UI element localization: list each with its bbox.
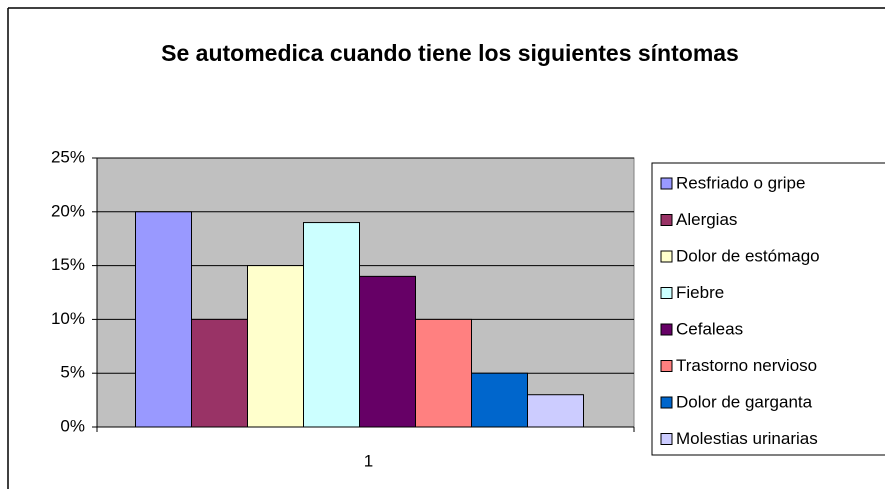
bar [247, 265, 304, 428]
bar [303, 222, 360, 428]
legend-label: Cefaleas [676, 319, 743, 338]
legend-swatch [660, 250, 673, 263]
bar [135, 211, 192, 428]
legend-label: Alergias [676, 210, 737, 229]
bar [527, 394, 584, 428]
bar [191, 318, 248, 428]
y-tick-label: 25% [51, 147, 85, 166]
legend-label: Dolor de garganta [676, 392, 813, 411]
legend-swatch [660, 433, 673, 445]
y-tick-label: 0% [60, 416, 85, 435]
x-tick-label: 1 [364, 451, 373, 470]
legend-swatch [660, 396, 673, 409]
legend-label: Molestias urinarias [676, 429, 818, 448]
legend-swatch [660, 177, 673, 190]
bar [359, 275, 416, 428]
legend-label: Trastorno nervioso [676, 356, 817, 375]
chart-title: Se automedica cuando tiene los siguiente… [161, 40, 739, 66]
y-tick-label: 20% [51, 201, 85, 220]
bar [415, 318, 472, 428]
legend-swatch [660, 323, 673, 336]
y-tick-label: 5% [60, 363, 85, 382]
legend-label: Resfriado o gripe [676, 173, 805, 192]
legend-swatch [660, 360, 673, 372]
legend-swatch [660, 214, 673, 226]
legend-label: Fiebre [676, 283, 724, 302]
legend-label: Dolor de estómago [676, 246, 820, 265]
legend [651, 162, 885, 456]
bar [471, 372, 528, 428]
y-tick-label: 10% [51, 309, 85, 328]
y-tick-label: 15% [51, 255, 85, 274]
legend-swatch [660, 287, 673, 299]
